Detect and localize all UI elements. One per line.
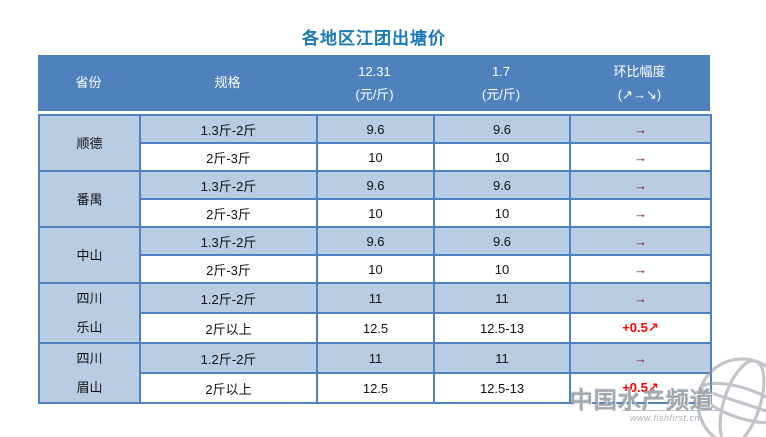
price-dec31-cell: 10 bbox=[316, 254, 435, 284]
change-arrow: → bbox=[634, 233, 647, 249]
header-date2-label: 1.7 bbox=[491, 63, 511, 79]
price-jan7-cell: 10 bbox=[433, 254, 571, 284]
change-arrow: +0.5↗ bbox=[622, 320, 659, 335]
province-cell: 四川 乐山 bbox=[38, 282, 141, 344]
province-line: 眉山 bbox=[76, 380, 103, 395]
price-jan7-cell: 10 bbox=[433, 142, 571, 172]
change-cell: +0.5↗ bbox=[569, 312, 712, 344]
price-dec31-cell: 9.6 bbox=[316, 226, 435, 256]
price-jan7-cell: 11 bbox=[433, 342, 571, 374]
change-arrow: → bbox=[634, 290, 647, 306]
header-spec-label: 规格 bbox=[214, 75, 241, 90]
price-dec31-cell: 12.5 bbox=[316, 312, 435, 344]
province-line: 番禺 bbox=[76, 191, 103, 207]
spec-cell: 1.2斤-2斤 bbox=[139, 342, 318, 374]
table-row: 2斤以上 12.5 12.5-13 +0.5↗ bbox=[39, 312, 712, 344]
table-row: 中山 1.3斤-2斤 9.6 9.6 → bbox=[38, 226, 712, 284]
change-cell: → bbox=[569, 254, 712, 284]
table-row: 番禺 1.3斤-2斤 9.6 9.6 → bbox=[38, 170, 712, 228]
table-row: 四川 乐山 1.2斤-2斤 11 11 → bbox=[38, 282, 712, 344]
header-province: 省份 bbox=[38, 55, 139, 111]
spec-cell: 2斤以上 bbox=[139, 372, 318, 404]
change-cell: → bbox=[569, 342, 712, 374]
table-row: 2斤-3斤 10 10 → bbox=[39, 254, 712, 284]
province-cell: 顺德 bbox=[38, 114, 141, 172]
province-cell: 四川 眉山 bbox=[38, 342, 141, 404]
change-arrow: → bbox=[634, 177, 647, 193]
price-dec31-cell: 10 bbox=[316, 198, 435, 228]
table-header: 省份 规格 12.31 (元/斤) 1.7 (元/斤) 环比幅度 (↗→↘) bbox=[38, 55, 710, 111]
header-change: 环比幅度 (↗→↘) bbox=[569, 55, 710, 111]
change-arrow: → bbox=[634, 261, 647, 277]
header-province-label: 省份 bbox=[75, 75, 102, 90]
price-dec31-cell: 11 bbox=[316, 342, 435, 374]
province-line: 顺德 bbox=[76, 135, 103, 151]
table-row: 顺德 1.3斤-2斤 9.6 9.6 → bbox=[38, 114, 712, 172]
table-row: 2斤-3斤 10 10 → bbox=[39, 198, 712, 228]
province-cell: 中山 bbox=[38, 226, 141, 284]
change-arrow: → bbox=[634, 350, 647, 366]
province-line: 乐山 bbox=[76, 320, 103, 335]
spec-cell: 1.3斤-2斤 bbox=[139, 170, 318, 200]
table-row: 四川 眉山 1.2斤-2斤 11 11 → bbox=[38, 342, 712, 404]
price-dec31-cell: 9.6 bbox=[316, 170, 435, 200]
price-jan7-cell: 9.6 bbox=[433, 114, 571, 144]
price-jan7-cell: 9.6 bbox=[433, 170, 571, 200]
price-jan7-cell: 12.5-13 bbox=[433, 312, 571, 344]
price-jan7-cell: 10 bbox=[433, 198, 571, 228]
spec-cell: 2斤以上 bbox=[139, 312, 318, 344]
price-dec31-cell: 10 bbox=[316, 142, 435, 172]
price-dec31-cell: 12.5 bbox=[316, 372, 435, 404]
header-spec: 规格 bbox=[139, 55, 316, 111]
province-line: 四川 bbox=[76, 291, 103, 306]
change-cell: → bbox=[569, 198, 712, 228]
spec-cell: 1.3斤-2斤 bbox=[139, 226, 318, 256]
province-line: 中山 bbox=[76, 247, 103, 263]
price-dec31-cell: 9.6 bbox=[316, 114, 435, 144]
change-arrow: → bbox=[634, 149, 647, 165]
spec-cell: 1.3斤-2斤 bbox=[139, 114, 318, 144]
price-jan7-cell: 11 bbox=[433, 282, 571, 314]
change-cell: → bbox=[569, 170, 712, 200]
change-cell: → bbox=[569, 114, 712, 144]
change-arrow: +0.5↗ bbox=[622, 380, 659, 395]
change-arrow: → bbox=[634, 121, 647, 137]
spec-cell: 2斤-3斤 bbox=[139, 198, 318, 228]
watermark-url: www.fishfirst.cn bbox=[630, 413, 701, 423]
table-row: 2斤-3斤 10 10 → bbox=[39, 142, 712, 172]
spec-cell: 2斤-3斤 bbox=[139, 254, 318, 284]
change-cell: → bbox=[569, 282, 712, 314]
header-date1-label: 12.31 bbox=[358, 63, 391, 79]
page-title: 各地区江团出塘价 bbox=[302, 29, 446, 48]
header-date-dec31: 12.31 (元/斤) bbox=[316, 55, 433, 111]
change-arrow: → bbox=[634, 205, 647, 221]
change-cell: +0.5↗ bbox=[569, 372, 712, 404]
price-jan7-cell: 9.6 bbox=[433, 226, 571, 256]
price-table-body: 顺德 1.3斤-2斤 9.6 9.6 → 2斤-3斤 10 10 → 番禺 1.… bbox=[38, 114, 712, 404]
header-unit2-label: (元/斤) bbox=[481, 86, 521, 102]
spec-cell: 2斤-3斤 bbox=[139, 142, 318, 172]
province-line: 四川 bbox=[76, 351, 103, 366]
province-cell: 番禺 bbox=[38, 170, 141, 228]
header-change-legend: (↗→↘) bbox=[617, 86, 662, 102]
change-cell: → bbox=[569, 226, 712, 256]
watermark-divider bbox=[622, 410, 718, 411]
change-cell: → bbox=[569, 142, 712, 172]
price-jan7-cell: 12.5-13 bbox=[433, 372, 571, 404]
header-date-jan7: 1.7 (元/斤) bbox=[433, 55, 569, 111]
header-unit1-label: (元/斤) bbox=[355, 86, 394, 102]
table-row: 2斤以上 12.5 12.5-13 +0.5↗ bbox=[39, 372, 712, 404]
price-dec31-cell: 11 bbox=[316, 282, 435, 314]
spec-cell: 1.2斤-2斤 bbox=[139, 282, 318, 314]
header-change-label: 环比幅度 bbox=[613, 63, 666, 79]
